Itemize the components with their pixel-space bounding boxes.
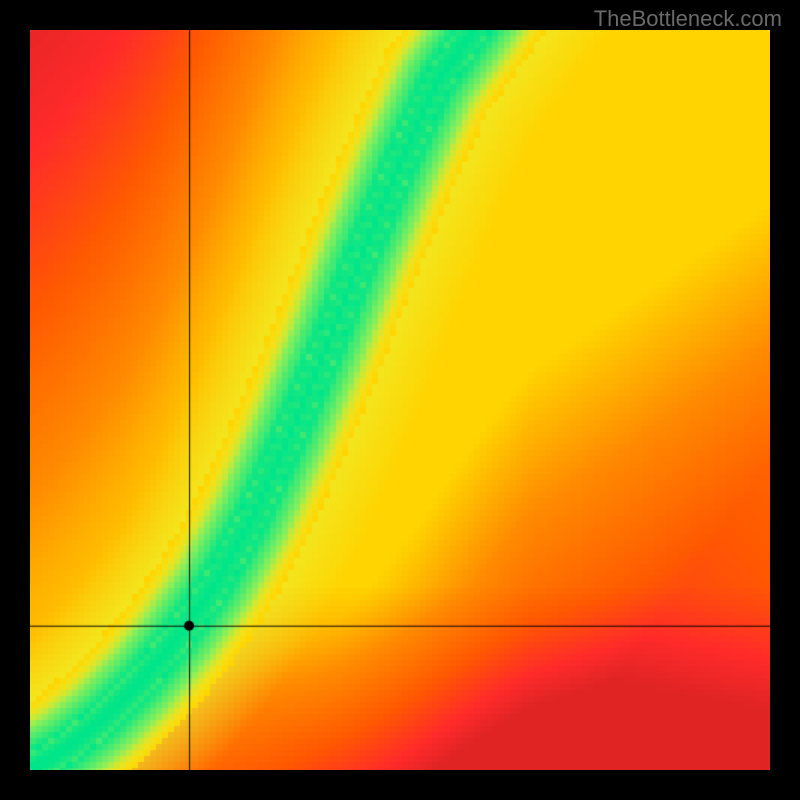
heatmap-canvas xyxy=(30,30,770,770)
heatmap-plot xyxy=(30,30,770,770)
watermark-text: TheBottleneck.com xyxy=(594,6,782,32)
